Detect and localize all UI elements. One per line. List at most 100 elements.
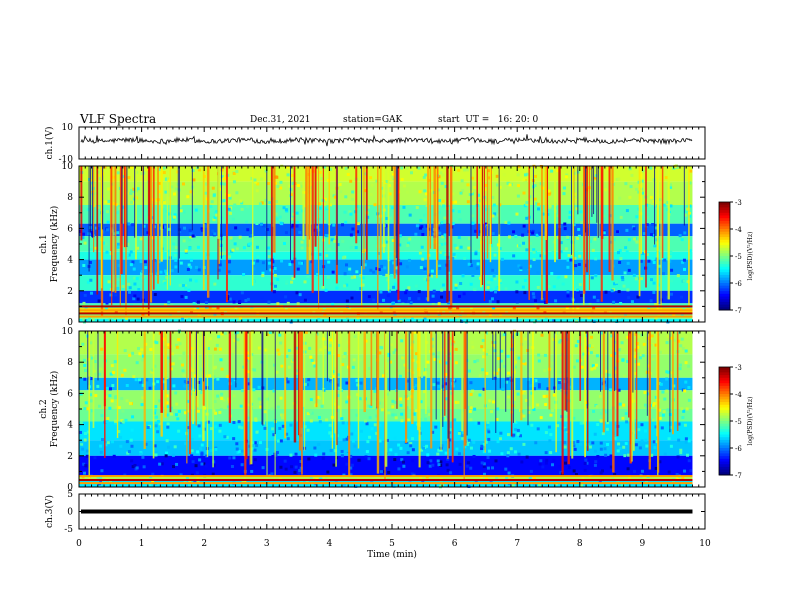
spectral-speckle [651, 418, 655, 422]
spectral-speckle [274, 212, 278, 216]
spectral-speckle [317, 416, 321, 420]
spectral-speckle [341, 363, 345, 367]
spectral-speckle [685, 407, 689, 411]
spectral-speckle [538, 462, 542, 466]
spectral-speckle [678, 234, 682, 238]
spectral-speckle [291, 181, 295, 185]
spectral-speckle [166, 196, 170, 200]
spectral-speckle [240, 201, 244, 205]
spectral-speckle [157, 181, 161, 185]
spectral-speckle [680, 238, 684, 242]
spectral-speckle [617, 165, 621, 169]
spectral-speckle [351, 190, 355, 194]
spectral-speckle [158, 422, 162, 426]
x-tick-label: 4 [327, 539, 333, 549]
spectral-speckle [531, 292, 535, 296]
spectral-speckle [179, 473, 183, 477]
spectral-speckle [513, 450, 517, 454]
spectral-speckle [617, 388, 621, 392]
spectral-speckle [223, 252, 227, 256]
spectral-speckle [135, 277, 139, 281]
spectral-speckle [425, 484, 429, 488]
spectral-speckle [153, 364, 157, 368]
spectral-speckle [166, 425, 170, 429]
spectral-speckle [108, 317, 112, 321]
spectral-speckle [87, 317, 91, 321]
colorbar-segment [719, 272, 730, 276]
spectral-speckle [231, 217, 235, 221]
spectral-speckle [454, 283, 458, 287]
spectral-speckle [606, 421, 610, 425]
spectral-speckle [393, 313, 397, 317]
spectral-speckle [106, 220, 110, 224]
spectral-speckle [196, 409, 200, 413]
spectral-speckle [537, 207, 541, 211]
spectral-speckle [457, 318, 461, 322]
spectral-speckle [495, 174, 499, 178]
spectral-speckle [654, 303, 658, 307]
spectral-speckle [503, 364, 507, 368]
spectral-speckle [457, 431, 461, 435]
spectral-speckle [217, 335, 221, 339]
spectral-speckle [532, 476, 536, 480]
spectral-speckle [253, 178, 257, 182]
spectral-speckle [320, 177, 324, 181]
spectral-speckle [598, 198, 602, 202]
spectral-speckle [395, 266, 399, 270]
spectral-speckle [349, 233, 353, 237]
sferic-streak [228, 331, 231, 423]
sferic-streak [206, 331, 209, 457]
spectral-speckle [683, 209, 687, 213]
spectral-speckle [574, 264, 578, 268]
spectral-speckle [568, 210, 572, 214]
spectral-speckle [398, 374, 402, 378]
sferic-streak [212, 331, 214, 468]
spectral-speckle [276, 405, 280, 409]
spectral-speckle [177, 392, 181, 396]
spectral-speckle [640, 423, 644, 427]
spectral-speckle [222, 182, 226, 186]
spectral-speckle [185, 484, 189, 488]
spectral-speckle [125, 316, 129, 320]
spectral-speckle [349, 473, 353, 477]
spectral-speckle [241, 389, 245, 393]
spectral-speckle [421, 446, 425, 450]
spectral-speckle [662, 203, 666, 207]
sferic-streak [584, 331, 587, 458]
spectral-speckle [686, 207, 690, 211]
spectral-speckle [232, 381, 236, 385]
spectral-speckle [209, 205, 213, 209]
spectral-speckle [324, 288, 328, 292]
spectral-speckle [594, 460, 598, 464]
dropout-streak [596, 166, 598, 223]
spectral-speckle [109, 293, 113, 297]
spectral-speckle [282, 206, 286, 210]
dropout-streak [336, 166, 338, 265]
spectral-speckle [558, 370, 562, 374]
spectral-speckle [275, 370, 279, 374]
spectral-speckle [653, 244, 657, 248]
spectral-speckle [324, 340, 328, 344]
spectral-speckle [100, 347, 104, 351]
sferic-streak [385, 331, 388, 467]
no-data-region [692, 331, 705, 487]
spectral-speckle [355, 230, 359, 234]
spectral-speckle [627, 238, 631, 242]
spectral-speckle [454, 200, 458, 204]
spectral-speckle [177, 309, 181, 313]
spectral-speckle [151, 246, 155, 250]
sferic-streak [411, 331, 414, 425]
sferic-streak [365, 166, 368, 260]
spectral-speckle [130, 428, 134, 432]
spectral-speckle [82, 301, 86, 305]
spectral-speckle [500, 349, 504, 353]
spectral-speckle [494, 319, 498, 323]
spectral-speckle [115, 211, 119, 215]
spectral-speckle [482, 348, 486, 352]
spectral-speckle [577, 227, 581, 231]
spectral-speckle [253, 458, 257, 462]
spectral-speckle [117, 264, 121, 268]
colorbar-segment [719, 231, 730, 235]
spectral-speckle [649, 299, 653, 303]
